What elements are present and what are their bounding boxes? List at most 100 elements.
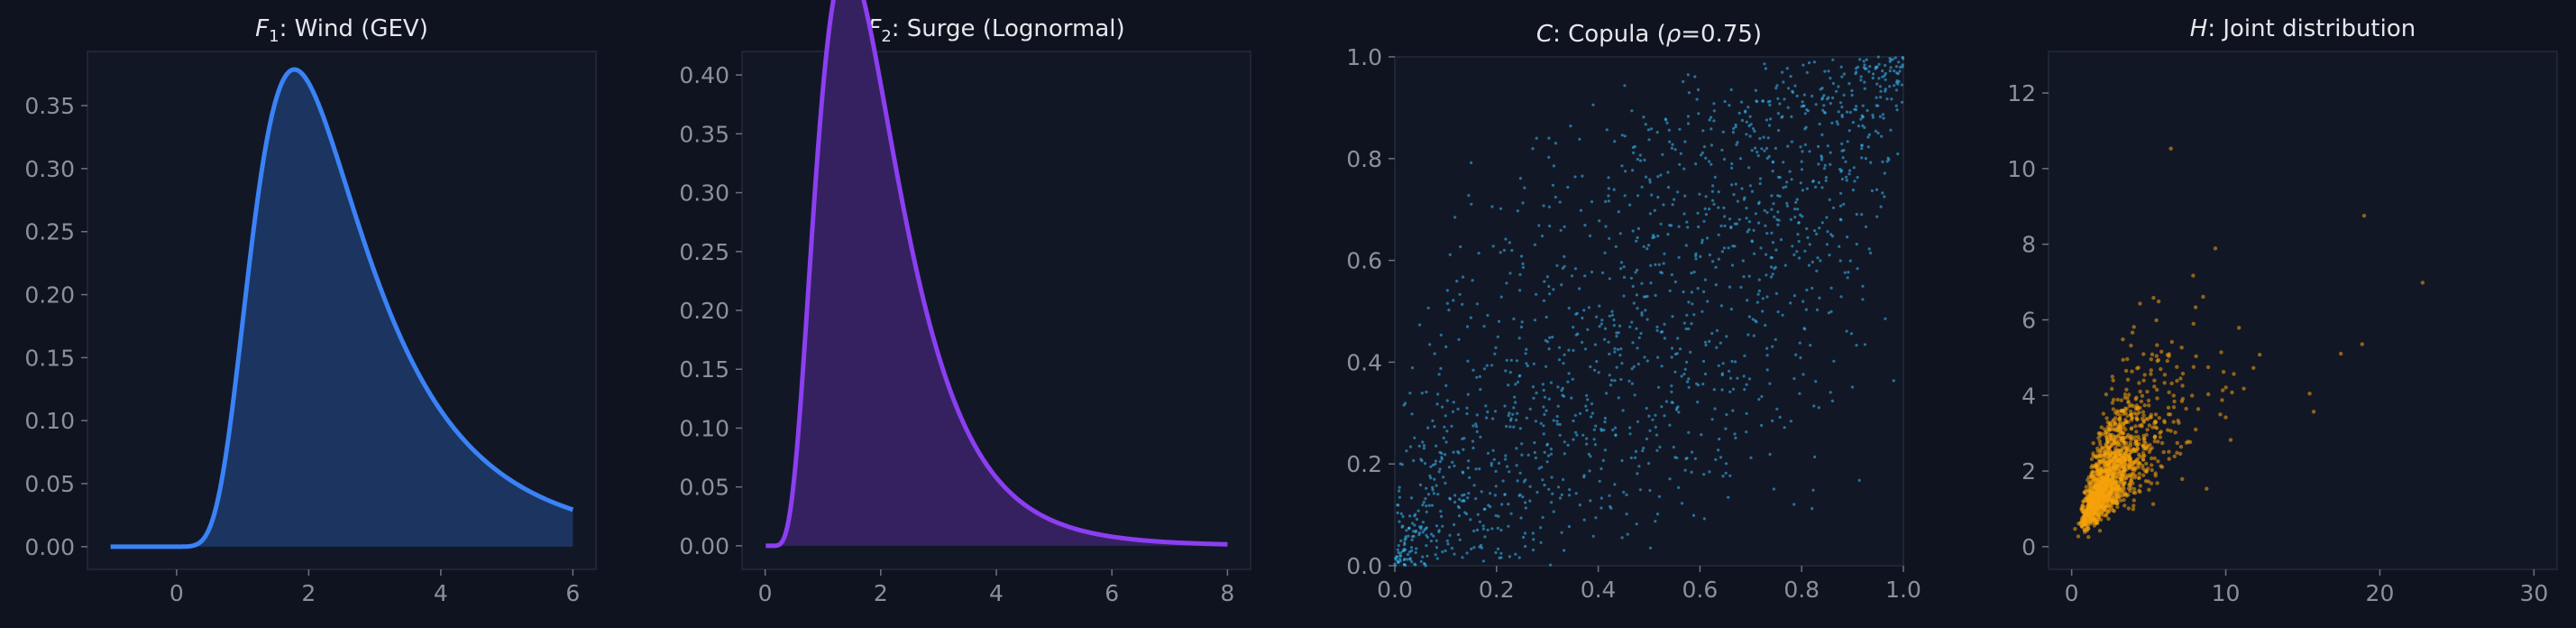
copula-point bbox=[1676, 190, 1680, 194]
joint-point bbox=[2110, 386, 2114, 392]
copula-point bbox=[1406, 558, 1409, 561]
panel-wind: F1: Wind (GEV) 0 2 4 60.000.050.100.150.200… bbox=[24, 15, 597, 606]
copula-point bbox=[1876, 131, 1880, 135]
copula-point bbox=[1396, 548, 1399, 551]
copula-point bbox=[1457, 514, 1462, 518]
joint-point bbox=[2086, 477, 2090, 483]
joint-point bbox=[2134, 417, 2140, 421]
copula-point bbox=[1582, 309, 1586, 312]
copula-point bbox=[1499, 528, 1503, 532]
copula-point bbox=[1775, 407, 1779, 411]
copula-point bbox=[1812, 60, 1816, 64]
copula-point bbox=[1846, 236, 1849, 239]
copula-point bbox=[1595, 315, 1599, 319]
copula-point bbox=[1683, 367, 1687, 371]
joint-point bbox=[2096, 436, 2101, 440]
copula-point bbox=[1505, 425, 1508, 429]
copula-point bbox=[1725, 335, 1728, 338]
joint-point bbox=[2159, 440, 2165, 446]
copula-point bbox=[1573, 267, 1577, 271]
copula-point bbox=[1537, 224, 1541, 227]
copula-point bbox=[1663, 252, 1666, 255]
copula-point bbox=[1879, 205, 1883, 208]
copula-point bbox=[1734, 182, 1737, 186]
copula-point bbox=[1742, 198, 1746, 201]
joint-point bbox=[2100, 471, 2104, 476]
copula-point bbox=[1404, 563, 1407, 568]
joint-point bbox=[2129, 427, 2133, 431]
joint-point bbox=[2142, 453, 2147, 458]
copula-point bbox=[1647, 138, 1651, 142]
copula-point bbox=[1633, 456, 1637, 459]
joint-point bbox=[2123, 418, 2128, 422]
copula-point bbox=[1463, 511, 1467, 514]
copula-point bbox=[1827, 96, 1830, 99]
copula-point bbox=[1622, 275, 1627, 279]
copula-point bbox=[1802, 327, 1806, 330]
copula-point bbox=[1758, 181, 1762, 186]
copula-point bbox=[1666, 171, 1670, 174]
copula-point bbox=[1528, 407, 1532, 411]
copula-point bbox=[1504, 369, 1508, 373]
copula-point bbox=[1701, 309, 1704, 313]
x-tick-label: 1.0 bbox=[1885, 577, 1921, 603]
copula-point bbox=[1405, 449, 1408, 453]
copula-point bbox=[1820, 87, 1824, 90]
joint-point bbox=[2141, 410, 2146, 414]
copula-point bbox=[1521, 265, 1525, 269]
copula-point bbox=[1447, 466, 1452, 469]
copula-point bbox=[1651, 418, 1655, 421]
copula-point bbox=[1533, 441, 1536, 445]
joint-point bbox=[2138, 405, 2142, 411]
copula-point bbox=[1592, 438, 1596, 441]
copula-point bbox=[1411, 522, 1415, 525]
copula-point bbox=[1730, 263, 1735, 267]
joint-point bbox=[2141, 437, 2146, 441]
copula-point bbox=[1435, 524, 1439, 528]
joint-point bbox=[2147, 403, 2151, 408]
copula-point bbox=[1607, 176, 1610, 180]
copula-point bbox=[1704, 156, 1708, 160]
wind-pdf-line bbox=[110, 67, 574, 550]
copula-point bbox=[1685, 313, 1689, 317]
copula-point bbox=[1655, 448, 1659, 452]
copula-point bbox=[1825, 243, 1829, 246]
copula-point bbox=[1539, 526, 1543, 530]
joint-point bbox=[2076, 534, 2081, 539]
joint-point bbox=[2097, 497, 2103, 503]
copula-point bbox=[1866, 135, 1870, 139]
copula-point bbox=[1733, 222, 1737, 226]
copula-point bbox=[1398, 489, 1401, 493]
joint-point bbox=[2150, 425, 2155, 429]
y-tick-label: 2 bbox=[2021, 458, 2036, 485]
copula-point bbox=[1644, 123, 1647, 126]
copula-point bbox=[1607, 187, 1610, 190]
x-tick-label: 4 bbox=[434, 580, 448, 606]
copula-point bbox=[1470, 202, 1473, 206]
copula-point bbox=[1805, 187, 1809, 190]
joint-point bbox=[2097, 480, 2102, 485]
copula-point bbox=[1587, 306, 1591, 309]
copula-point bbox=[1723, 99, 1727, 104]
joint-point bbox=[2137, 381, 2141, 385]
copula-point bbox=[1711, 260, 1715, 263]
copula-point bbox=[1491, 245, 1495, 248]
joint-point bbox=[2124, 407, 2129, 411]
copula-point bbox=[1888, 60, 1892, 63]
joint-point bbox=[2097, 503, 2102, 508]
copula-point bbox=[1768, 452, 1772, 457]
joint-point bbox=[2137, 441, 2141, 447]
wind-pdf-fill bbox=[110, 69, 573, 547]
copula-point bbox=[1653, 208, 1656, 212]
copula-point bbox=[1729, 308, 1733, 311]
copula-point bbox=[1839, 191, 1843, 195]
joint-point bbox=[2120, 448, 2124, 452]
copula-point bbox=[1591, 411, 1594, 415]
copula-point bbox=[1673, 352, 1677, 356]
copula-point bbox=[1820, 158, 1824, 162]
copula-point bbox=[1399, 512, 1403, 516]
copula-point bbox=[1682, 79, 1685, 84]
copula-point bbox=[1718, 438, 1721, 441]
copula-point bbox=[1717, 257, 1720, 261]
copula-point bbox=[1797, 256, 1801, 260]
